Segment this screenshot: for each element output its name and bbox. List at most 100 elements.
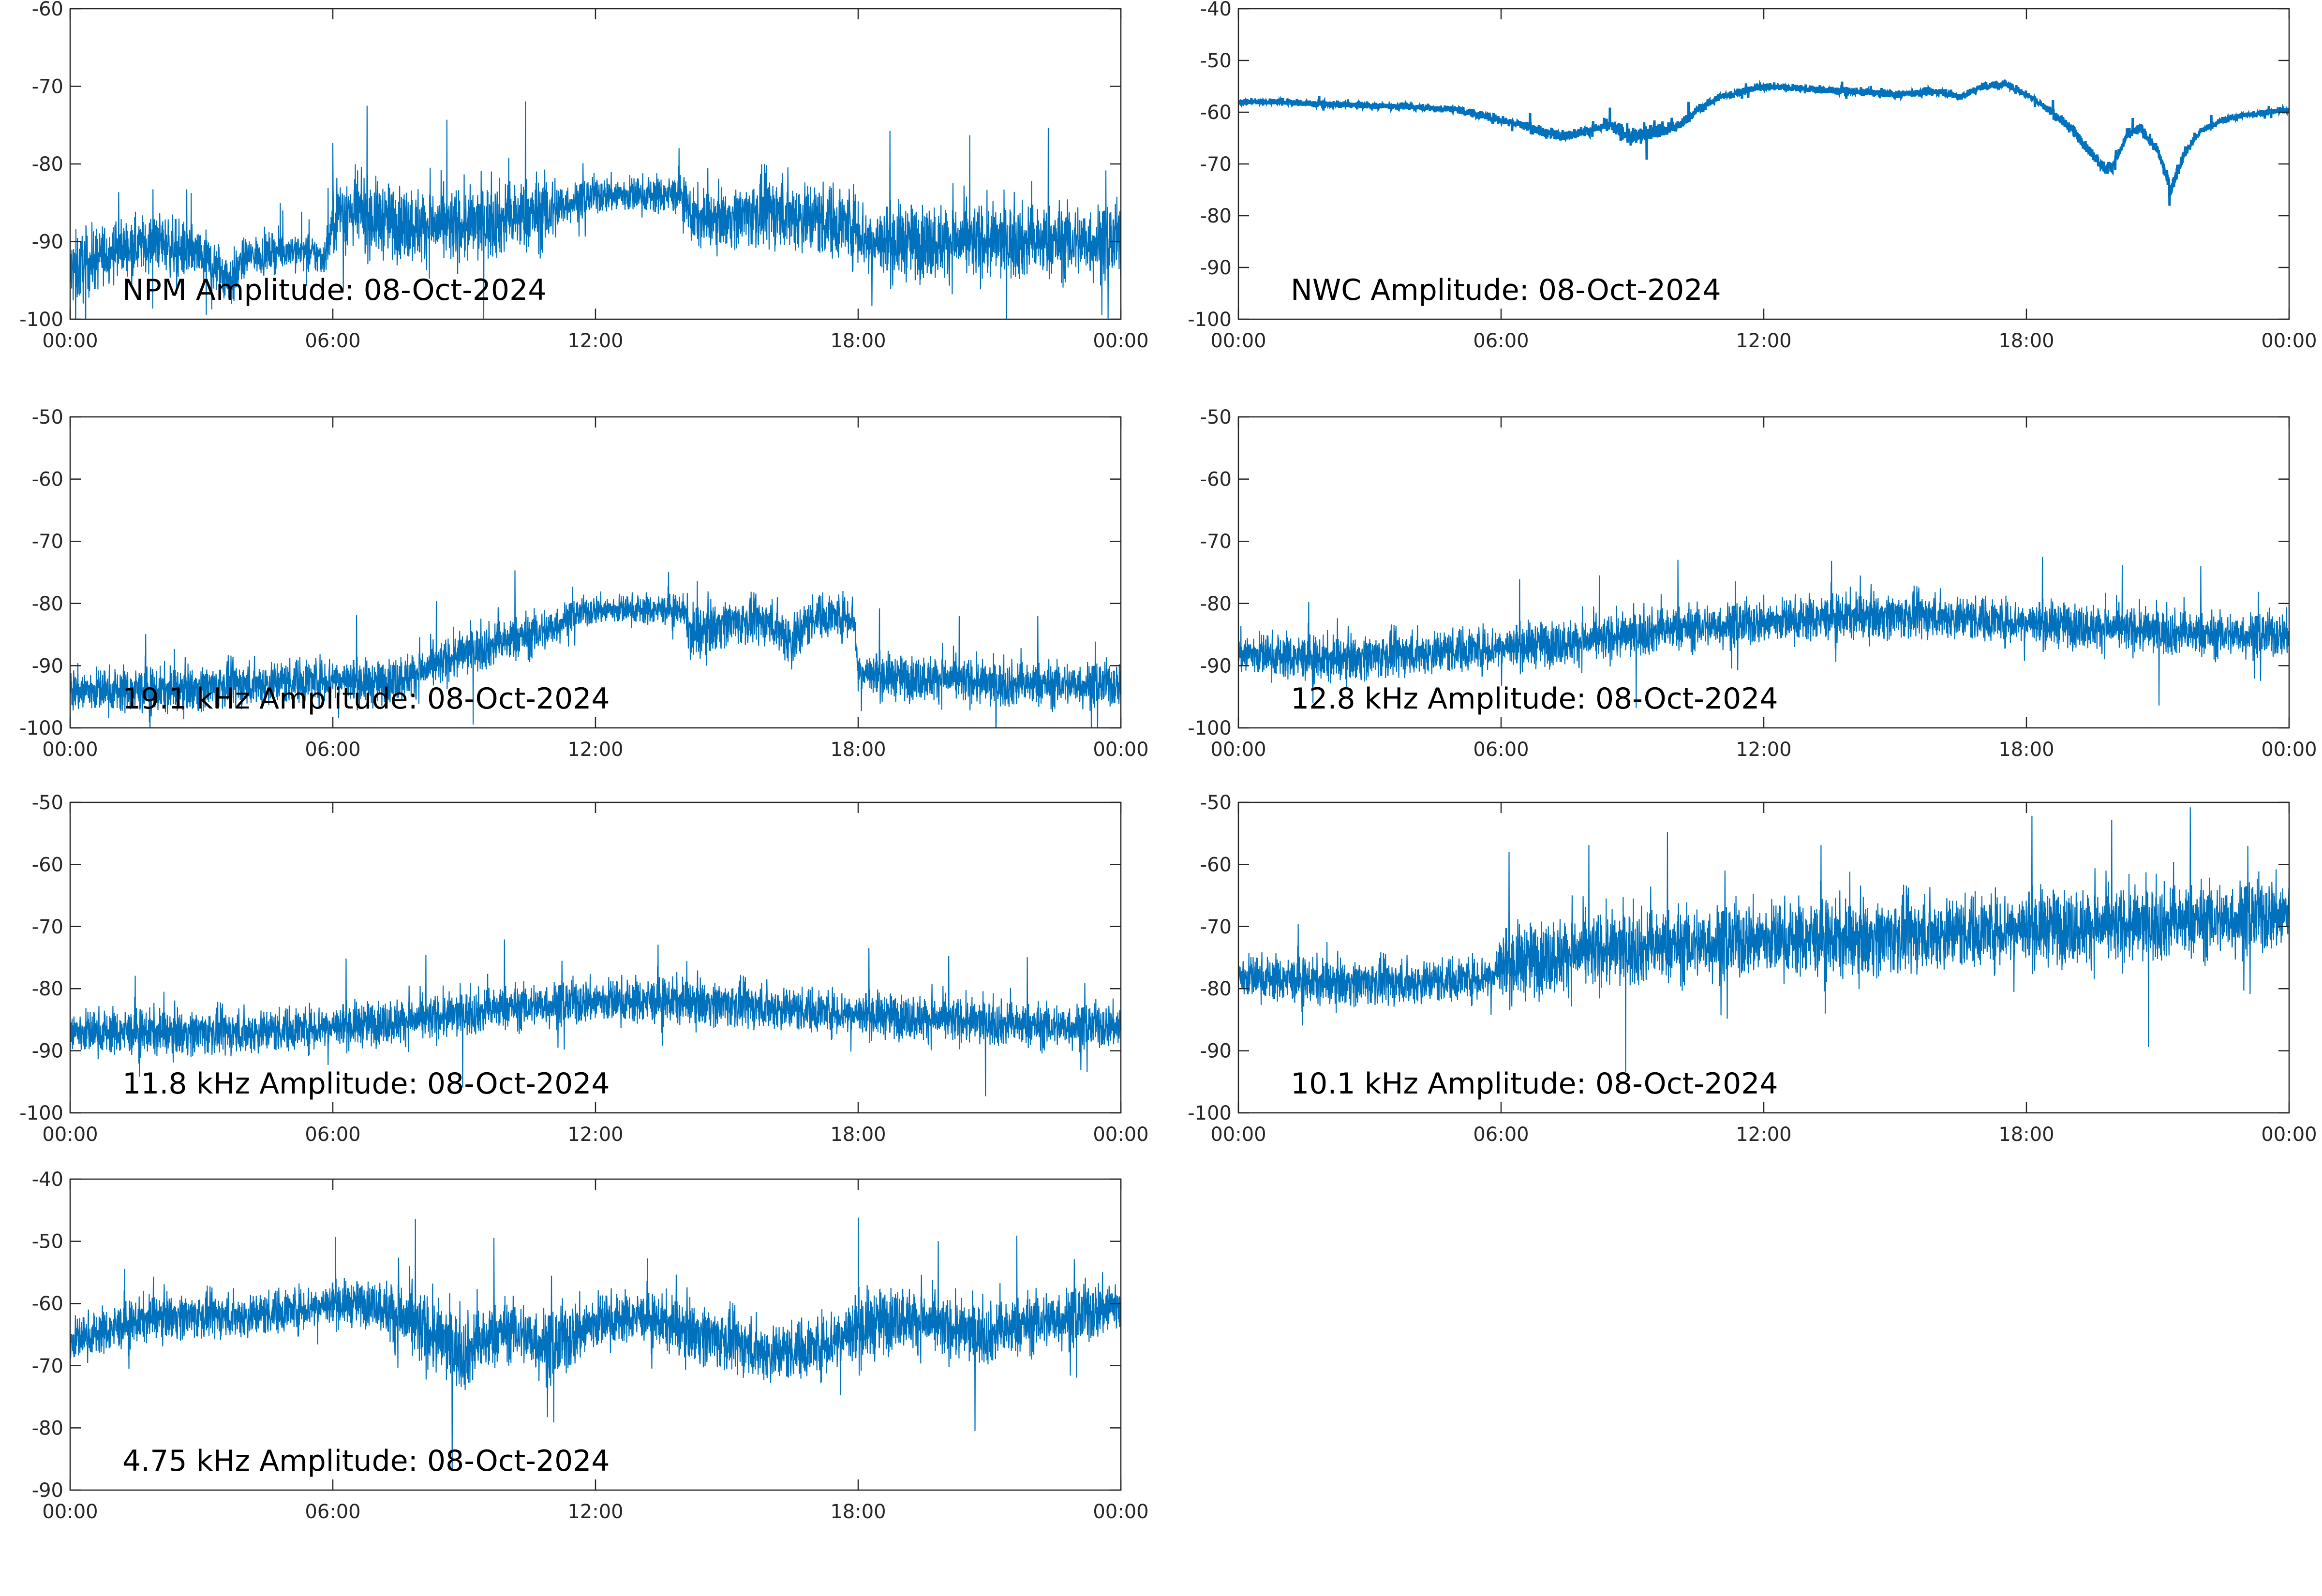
axes-frame xyxy=(69,801,1122,1114)
x-tick-label: 06:00 xyxy=(305,1123,360,1146)
x-tick-label: 00:00 xyxy=(1093,330,1148,352)
x-tick-label: 00:00 xyxy=(2261,1123,2317,1146)
x-tick-label: 12:00 xyxy=(567,1123,623,1146)
y-tick-label: -90 xyxy=(1200,1040,1232,1063)
chart-title: 10.1 kHz Amplitude: 08-Oct-2024 xyxy=(1291,1067,1778,1101)
chart-title: 11.8 kHz Amplitude: 08-Oct-2024 xyxy=(122,1067,610,1101)
x-tick-label: 18:00 xyxy=(830,1501,886,1523)
x-tick-label: 18:00 xyxy=(1998,1123,2054,1146)
x-tick-label: 18:00 xyxy=(1998,739,2054,761)
y-tick-label: -100 xyxy=(19,309,63,331)
y-tick-label: -60 xyxy=(32,469,63,491)
y-tick-label: -60 xyxy=(1200,854,1232,876)
y-tick-label: -100 xyxy=(1188,717,1232,739)
axes-frame xyxy=(1237,8,2290,320)
y-tick-label: -90 xyxy=(32,1479,63,1502)
y-tick-label: -60 xyxy=(1200,102,1232,124)
y-tick-label: -100 xyxy=(1188,1102,1232,1124)
x-tick-label: 00:00 xyxy=(2261,330,2317,352)
y-tick-label: -70 xyxy=(1200,531,1232,553)
x-tick-label: 12:00 xyxy=(567,739,623,761)
y-tick-label: -70 xyxy=(32,1355,63,1377)
chart-panel-2: -40 -50 -60 -70 -80 -90 -100 00:00 06:00 12:00 18:… xyxy=(1188,0,2317,352)
y-tick-label: -90 xyxy=(32,655,63,677)
x-tick-label: 06:00 xyxy=(1473,1123,1529,1146)
x-tick-label: 00:00 xyxy=(1093,1501,1148,1523)
axes-frame xyxy=(1237,801,2290,1114)
y-tick-label: -80 xyxy=(32,978,63,1000)
x-tick-label: 06:00 xyxy=(1473,739,1529,761)
chart-title: 12.8 kHz Amplitude: 08-Oct-2024 xyxy=(1291,682,1778,716)
chart-title: NPM Amplitude: 08-Oct-2024 xyxy=(122,273,546,307)
y-tick-label: -70 xyxy=(32,916,63,938)
x-tick-label: 12:00 xyxy=(1736,1123,1791,1146)
y-tick-label: -50 xyxy=(1200,406,1232,429)
y-tick-label: -60 xyxy=(32,1293,63,1315)
y-tick-label: -40 xyxy=(32,1168,63,1191)
y-tick-label: -80 xyxy=(1200,205,1232,227)
y-tick-label: -100 xyxy=(1188,309,1232,331)
y-tick-label: -100 xyxy=(19,1102,63,1124)
x-tick-label: 18:00 xyxy=(830,330,886,352)
x-tick-label: 12:00 xyxy=(1736,739,1791,761)
y-tick-label: -90 xyxy=(1200,257,1232,279)
axes-frame xyxy=(1237,416,2290,729)
x-tick-label: 00:00 xyxy=(42,1501,98,1523)
series-line xyxy=(70,1217,1121,1470)
y-tick-label: -80 xyxy=(32,593,63,615)
y-tick-label: -40 xyxy=(1200,0,1232,20)
series-line xyxy=(70,101,1121,319)
x-tick-label: 00:00 xyxy=(1210,1123,1266,1146)
x-tick-label: 12:00 xyxy=(567,330,623,352)
y-tick-label: -80 xyxy=(32,1417,63,1439)
y-tick-label: -90 xyxy=(32,231,63,253)
y-tick-label: -50 xyxy=(32,792,63,814)
y-tick-label: -50 xyxy=(1200,50,1232,72)
series-line xyxy=(1238,557,2289,708)
chart-title: NWC Amplitude: 08-Oct-2024 xyxy=(1291,273,1721,307)
y-tick-label: -80 xyxy=(1200,978,1232,1000)
x-tick-label: 06:00 xyxy=(305,330,360,352)
chart-title: 19.1 kHz Amplitude: 08-Oct-2024 xyxy=(122,682,610,716)
series-line xyxy=(70,570,1121,728)
x-tick-label: 12:00 xyxy=(1736,330,1791,352)
x-tick-label: 18:00 xyxy=(830,1123,886,1146)
x-tick-label: 06:00 xyxy=(305,739,360,761)
x-tick-label: 00:00 xyxy=(42,739,98,761)
y-tick-label: -90 xyxy=(1200,655,1232,677)
x-tick-label: 00:00 xyxy=(1093,739,1148,761)
x-tick-label: 00:00 xyxy=(2261,739,2317,761)
chart-title: 4.75 kHz Amplitude: 08-Oct-2024 xyxy=(122,1444,610,1478)
y-tick-label: -50 xyxy=(32,1231,63,1253)
y-tick-label: -90 xyxy=(32,1040,63,1063)
y-tick-label: -50 xyxy=(1200,792,1232,814)
y-tick-label: -60 xyxy=(1200,469,1232,491)
x-tick-label: 06:00 xyxy=(1473,330,1529,352)
y-tick-label: -100 xyxy=(19,717,63,739)
y-tick-label: -60 xyxy=(32,0,63,20)
x-tick-label: 00:00 xyxy=(42,330,98,352)
x-tick-label: 00:00 xyxy=(42,1123,98,1146)
series-line xyxy=(1238,78,2289,206)
y-tick-label: -80 xyxy=(1200,593,1232,615)
y-tick-label: -70 xyxy=(32,531,63,553)
x-tick-label: 06:00 xyxy=(305,1501,360,1523)
y-tick-label: -70 xyxy=(32,76,63,98)
series-line xyxy=(70,939,1121,1096)
x-tick-label: 00:00 xyxy=(1210,739,1266,761)
y-tick-label: -80 xyxy=(32,153,63,176)
y-tick-label: -70 xyxy=(1200,153,1232,176)
y-tick-label: -50 xyxy=(32,406,63,429)
x-tick-label: 18:00 xyxy=(1998,330,2054,352)
y-tick-label: -60 xyxy=(32,854,63,876)
x-tick-label: 00:00 xyxy=(1093,1123,1148,1146)
x-tick-label: 18:00 xyxy=(830,739,886,761)
y-tick-label: -70 xyxy=(1200,916,1232,938)
